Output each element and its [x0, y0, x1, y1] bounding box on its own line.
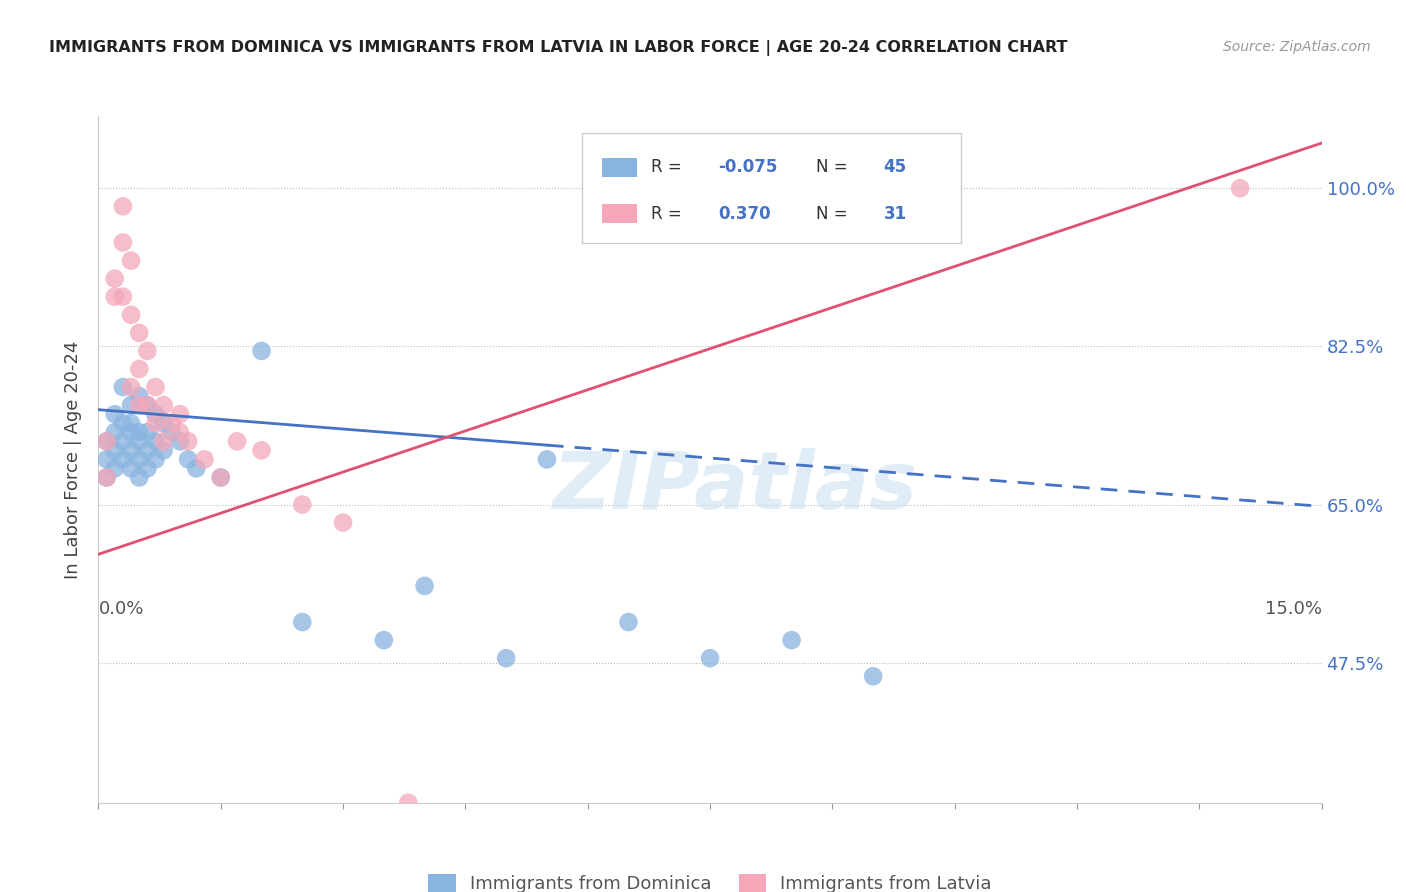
Text: 0.370: 0.370 — [718, 205, 772, 223]
Point — [120, 380, 142, 394]
Point — [169, 407, 191, 421]
Point — [495, 651, 517, 665]
Point — [111, 380, 134, 394]
Point — [169, 425, 191, 440]
Point — [145, 452, 167, 467]
Point — [160, 416, 183, 430]
Text: Source: ZipAtlas.com: Source: ZipAtlas.com — [1223, 40, 1371, 54]
Point — [226, 434, 249, 449]
Point — [145, 416, 167, 430]
Point — [177, 434, 200, 449]
Point — [104, 425, 127, 440]
Text: 45: 45 — [884, 159, 907, 177]
Point — [120, 308, 142, 322]
Text: 0.0%: 0.0% — [98, 600, 143, 618]
Point — [104, 461, 127, 475]
Point — [193, 452, 215, 467]
Point — [186, 461, 208, 475]
Point — [332, 516, 354, 530]
Point — [373, 633, 395, 648]
Bar — [602, 204, 637, 224]
Point — [145, 434, 167, 449]
Point — [160, 425, 183, 440]
Text: -0.075: -0.075 — [718, 159, 778, 177]
Point — [128, 425, 150, 440]
Point — [111, 434, 134, 449]
Bar — [602, 158, 637, 178]
Legend: Immigrants from Dominica, Immigrants from Latvia: Immigrants from Dominica, Immigrants fro… — [422, 867, 998, 892]
Point — [96, 434, 118, 449]
Point — [128, 470, 150, 484]
Point — [96, 470, 118, 484]
Point — [104, 407, 127, 421]
Point — [145, 407, 167, 421]
FancyBboxPatch shape — [582, 133, 960, 243]
Text: R =: R = — [651, 205, 688, 223]
Point — [413, 579, 436, 593]
Point — [120, 425, 142, 440]
Point — [699, 651, 721, 665]
Text: 31: 31 — [884, 205, 907, 223]
Point — [120, 416, 142, 430]
Point — [96, 452, 118, 467]
Point — [96, 434, 118, 449]
Point — [291, 615, 314, 629]
Point — [169, 434, 191, 449]
Point — [396, 796, 419, 810]
Point — [96, 470, 118, 484]
Point — [291, 498, 314, 512]
Point — [152, 416, 174, 430]
Text: ZIPatlas: ZIPatlas — [553, 448, 917, 526]
Point — [209, 470, 232, 484]
Point — [209, 470, 232, 484]
Point — [136, 398, 159, 412]
Point — [136, 343, 159, 358]
Text: R =: R = — [651, 159, 688, 177]
Point — [136, 425, 159, 440]
Point — [128, 398, 150, 412]
Point — [104, 290, 127, 304]
Point — [111, 235, 134, 250]
Point — [120, 461, 142, 475]
Point — [250, 343, 273, 358]
Point — [111, 290, 134, 304]
Y-axis label: In Labor Force | Age 20-24: In Labor Force | Age 20-24 — [65, 340, 83, 579]
Point — [536, 452, 558, 467]
Point — [780, 633, 803, 648]
Point — [862, 669, 884, 683]
Point — [136, 443, 159, 458]
Point — [145, 380, 167, 394]
Point — [120, 443, 142, 458]
Point — [120, 398, 142, 412]
Point — [136, 398, 159, 412]
Text: N =: N = — [817, 205, 853, 223]
Text: 15.0%: 15.0% — [1264, 600, 1322, 618]
Point — [111, 199, 134, 213]
Point — [111, 452, 134, 467]
Point — [152, 434, 174, 449]
Point — [104, 271, 127, 285]
Point — [1229, 181, 1251, 195]
Point — [136, 461, 159, 475]
Point — [177, 452, 200, 467]
Point — [128, 452, 150, 467]
Point — [104, 443, 127, 458]
Point — [152, 398, 174, 412]
Point — [128, 389, 150, 403]
Point — [617, 615, 640, 629]
Point — [120, 253, 142, 268]
Point — [152, 443, 174, 458]
Text: IMMIGRANTS FROM DOMINICA VS IMMIGRANTS FROM LATVIA IN LABOR FORCE | AGE 20-24 CO: IMMIGRANTS FROM DOMINICA VS IMMIGRANTS F… — [49, 40, 1067, 56]
Point — [111, 416, 134, 430]
Point — [128, 434, 150, 449]
Point — [250, 443, 273, 458]
Text: N =: N = — [817, 159, 853, 177]
Point — [128, 326, 150, 340]
Point — [128, 362, 150, 376]
